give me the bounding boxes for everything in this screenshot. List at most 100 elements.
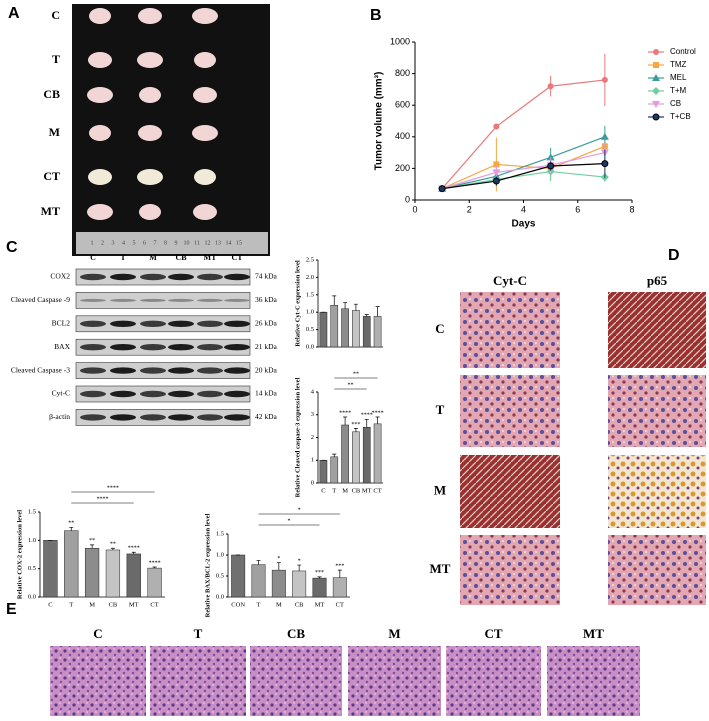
x-tick-label: T (257, 601, 261, 608)
blot-band (80, 390, 106, 398)
bar (341, 308, 349, 348)
group-label: C (51, 8, 60, 22)
ihc-image (608, 292, 706, 368)
x-tick-label: 0 (412, 204, 417, 214)
marker (492, 169, 501, 177)
bracket-label: ** (353, 371, 359, 377)
tumor (89, 125, 111, 141)
lane-label: C (90, 253, 96, 262)
protein-label: Cleaved Caspase -9 (11, 295, 70, 304)
ruler-number: 11 (194, 240, 200, 246)
ihc-image (608, 535, 706, 605)
axis (317, 392, 383, 484)
blot-band (197, 320, 223, 327)
group-label: MT (41, 204, 60, 218)
tumor (89, 8, 111, 24)
error-bar (375, 306, 380, 317)
ihc-image (460, 375, 560, 447)
error-bar (375, 416, 380, 424)
column-title: Cyt-C (493, 273, 527, 288)
error-bar (317, 576, 322, 579)
y-tick-label: 2 (311, 434, 314, 441)
marker (546, 153, 555, 161)
x-tick-label: 2 (467, 204, 472, 214)
ruler-number: 7 (154, 240, 157, 246)
blot-band (110, 320, 136, 327)
blot-band (168, 298, 194, 302)
blot-band (168, 390, 194, 398)
legend-marker (653, 62, 659, 68)
tumor (87, 204, 113, 220)
column-title: C (93, 626, 102, 641)
significance: *** (351, 422, 360, 428)
row-label: MT (430, 561, 451, 576)
lane-label: CT (231, 253, 243, 262)
tumor (194, 169, 216, 185)
significance: **** (128, 546, 140, 552)
blot-band (224, 273, 250, 281)
ruler-number: 5 (133, 240, 136, 246)
error-bar (332, 295, 337, 306)
he-image (50, 646, 146, 716)
tumor (193, 204, 217, 220)
y-tick-label: 3 (311, 411, 314, 418)
y-tick-label: 0.5 (28, 565, 36, 572)
tumor (138, 125, 162, 141)
significance: * (277, 556, 280, 562)
blot-band (224, 414, 250, 421)
significance: **** (361, 413, 373, 419)
ruler (76, 232, 268, 254)
he-image (348, 646, 441, 716)
tumor (87, 87, 113, 103)
ruler-number: 4 (122, 240, 125, 246)
y-tick-label: 0.0 (28, 593, 36, 600)
row-label: M (434, 482, 446, 497)
significance: **** (339, 410, 351, 416)
y-tick-label: 0.5 (216, 572, 224, 579)
bracket-label: **** (97, 496, 109, 502)
bracket-label: * (298, 507, 301, 513)
blot-band (224, 390, 250, 398)
error-bar (131, 551, 136, 554)
marker (493, 161, 500, 168)
x-tick-label: CB (352, 487, 361, 494)
y-tick-label: 1.5 (306, 291, 314, 298)
tumor (139, 87, 161, 103)
y-tick-label: 400 (395, 131, 410, 141)
blot-band (168, 367, 194, 374)
series-line (441, 152, 606, 190)
column-title: M (388, 626, 400, 641)
bar (105, 549, 121, 598)
bar (84, 548, 100, 598)
x-tick-label: CT (373, 487, 381, 494)
tumor (88, 52, 112, 68)
marker (438, 185, 446, 193)
y-tick-label: 200 (395, 163, 410, 173)
blot-band (168, 414, 194, 421)
ruler-number: 3 (112, 240, 115, 246)
protein-size: 42 kDa (255, 412, 278, 421)
panel-label: D (668, 247, 680, 264)
protein-label: β-actin (49, 412, 70, 421)
ihc-image (460, 292, 560, 368)
blot-band (224, 320, 250, 327)
blot-band (140, 367, 166, 374)
bar (231, 554, 246, 598)
y-tick-label: 1.5 (216, 530, 224, 537)
blot-band (110, 367, 136, 374)
ihc-image (460, 455, 560, 528)
ruler-number: 1 (91, 240, 94, 246)
error-bar (256, 560, 261, 565)
lane-label: CB (175, 253, 187, 262)
legend-label: MEL (670, 73, 687, 82)
panel-label: C (6, 239, 18, 256)
ihc-image (608, 375, 706, 447)
bar (330, 456, 339, 484)
y-tick-label: 0 (311, 479, 314, 486)
lane-label: T (120, 253, 126, 262)
blot-band (110, 344, 136, 351)
bar (341, 424, 349, 484)
y-axis-label: Relative Cleaved caspase-3 expression le… (294, 377, 301, 497)
x-tick-label: MT (315, 601, 325, 608)
